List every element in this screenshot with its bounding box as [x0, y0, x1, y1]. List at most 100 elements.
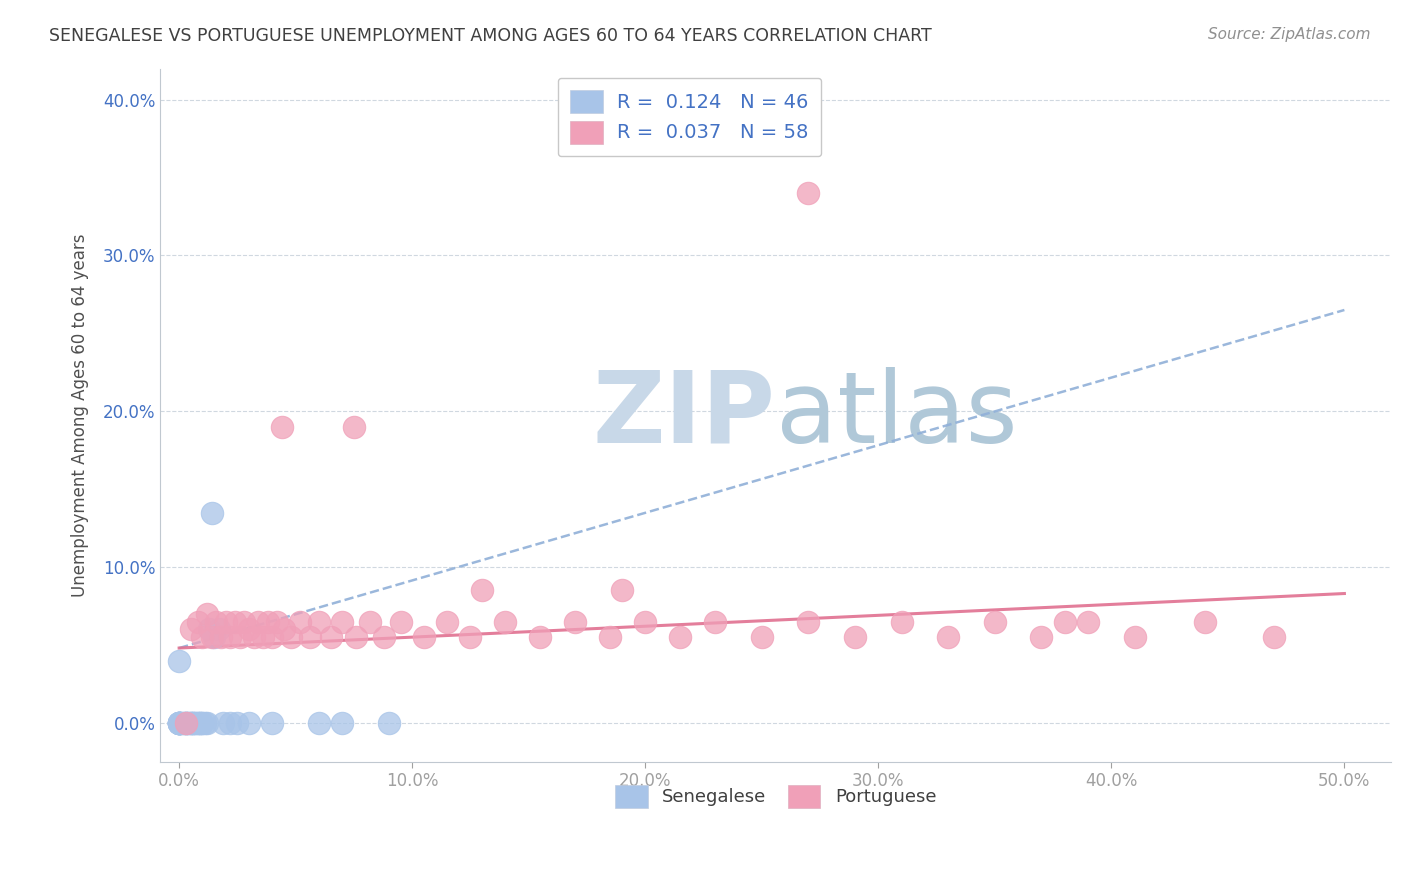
Point [412, 630, 434, 644]
Point [174, 715, 197, 730]
Point [215, 615, 238, 629]
Point [173, 715, 195, 730]
Point [202, 630, 225, 644]
Point [187, 715, 209, 730]
Point [167, 715, 190, 730]
Point [167, 715, 190, 730]
Point [167, 715, 190, 730]
Point [1263, 630, 1285, 644]
Point [167, 715, 190, 730]
Point [704, 615, 727, 629]
Point [208, 623, 231, 637]
Point [460, 630, 482, 644]
Point [242, 630, 264, 644]
Point [669, 630, 692, 644]
Point [224, 615, 246, 629]
Text: Source: ZipAtlas.com: Source: ZipAtlas.com [1208, 27, 1371, 42]
Point [529, 630, 551, 644]
Point [174, 715, 197, 730]
Point [280, 630, 302, 644]
Point [252, 630, 274, 644]
Point [187, 615, 209, 629]
Point [389, 615, 412, 629]
Point [181, 715, 204, 730]
Point [308, 715, 330, 730]
Point [191, 715, 214, 730]
Point [167, 715, 190, 730]
Point [1031, 630, 1053, 644]
Point [266, 615, 288, 629]
Point [610, 583, 633, 598]
Point [188, 715, 211, 730]
Point [219, 715, 242, 730]
Point [180, 715, 202, 730]
Point [167, 715, 190, 730]
Point [599, 630, 621, 644]
Text: atlas: atlas [776, 367, 1018, 464]
Point [1123, 630, 1146, 644]
Point [170, 715, 193, 730]
Point [195, 607, 218, 621]
Point [194, 715, 217, 730]
Point [319, 630, 342, 644]
Point [195, 715, 218, 730]
Point [936, 630, 959, 644]
Point [247, 615, 270, 629]
Point [174, 715, 197, 730]
Point [634, 615, 657, 629]
Point [191, 630, 214, 644]
Point [205, 615, 228, 629]
Point [167, 715, 190, 730]
Point [1077, 615, 1099, 629]
Point [180, 715, 202, 730]
Point [308, 615, 330, 629]
Point [174, 715, 197, 730]
Point [177, 715, 200, 730]
Point [1194, 615, 1216, 629]
Point [187, 715, 209, 730]
Legend: Senegalese, Portuguese: Senegalese, Portuguese [607, 778, 943, 815]
Point [201, 506, 224, 520]
Point [330, 715, 353, 730]
Point [184, 715, 207, 730]
Point [270, 420, 292, 434]
Point [890, 615, 912, 629]
Point [564, 615, 586, 629]
Point [188, 715, 211, 730]
Point [198, 623, 221, 637]
Point [378, 715, 401, 730]
Point [229, 630, 252, 644]
Point [471, 583, 494, 598]
Point [180, 715, 202, 730]
Point [298, 630, 321, 644]
Point [373, 630, 395, 644]
Point [751, 630, 773, 644]
Text: SENEGALESE VS PORTUGUESE UNEMPLOYMENT AMONG AGES 60 TO 64 YEARS CORRELATION CHAR: SENEGALESE VS PORTUGUESE UNEMPLOYMENT AM… [49, 27, 932, 45]
Point [273, 623, 295, 637]
Point [238, 715, 260, 730]
Point [844, 630, 866, 644]
Point [184, 715, 207, 730]
Point [256, 615, 278, 629]
Point [343, 420, 366, 434]
Point [233, 615, 256, 629]
Point [238, 623, 260, 637]
Point [201, 630, 224, 644]
Point [219, 630, 242, 644]
Point [177, 715, 200, 730]
Point [984, 615, 1007, 629]
Y-axis label: Unemployment Among Ages 60 to 64 years: Unemployment Among Ages 60 to 64 years [72, 234, 89, 597]
Point [330, 615, 353, 629]
Point [344, 630, 367, 644]
Point [226, 715, 249, 730]
Point [262, 715, 284, 730]
Point [797, 186, 820, 201]
Point [436, 615, 458, 629]
Point [494, 615, 516, 629]
Point [173, 715, 195, 730]
Point [167, 653, 190, 667]
Point [181, 715, 204, 730]
Point [170, 715, 193, 730]
Point [290, 615, 312, 629]
Point [209, 630, 232, 644]
